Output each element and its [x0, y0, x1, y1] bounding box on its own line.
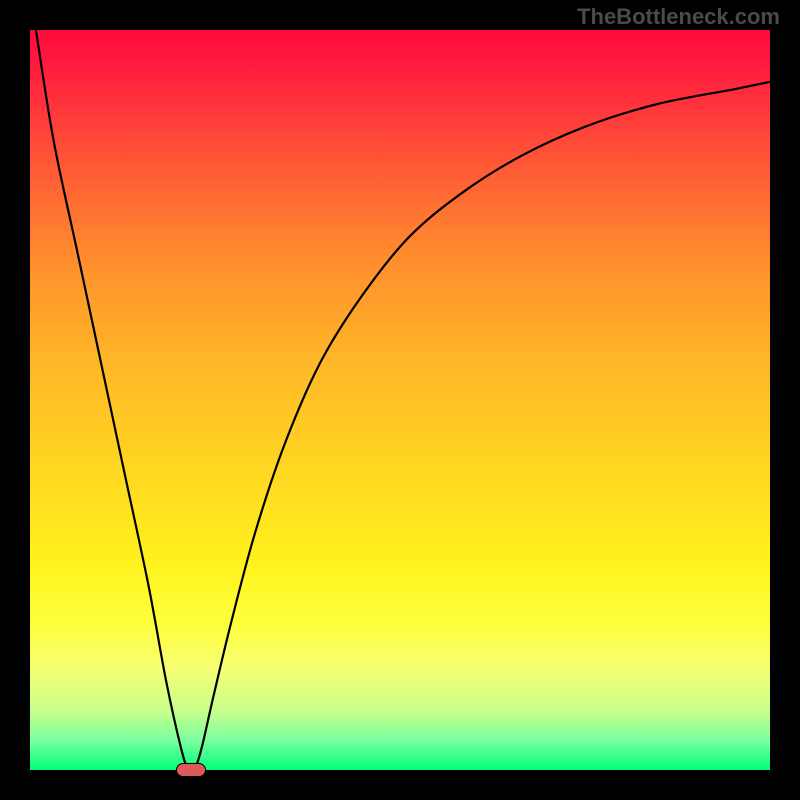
optimum-marker	[176, 763, 206, 777]
bottleneck-curve-layer	[30, 30, 770, 770]
plot-area	[30, 30, 770, 770]
watermark-text: TheBottleneck.com	[577, 4, 780, 30]
bottleneck-curve	[36, 30, 770, 770]
